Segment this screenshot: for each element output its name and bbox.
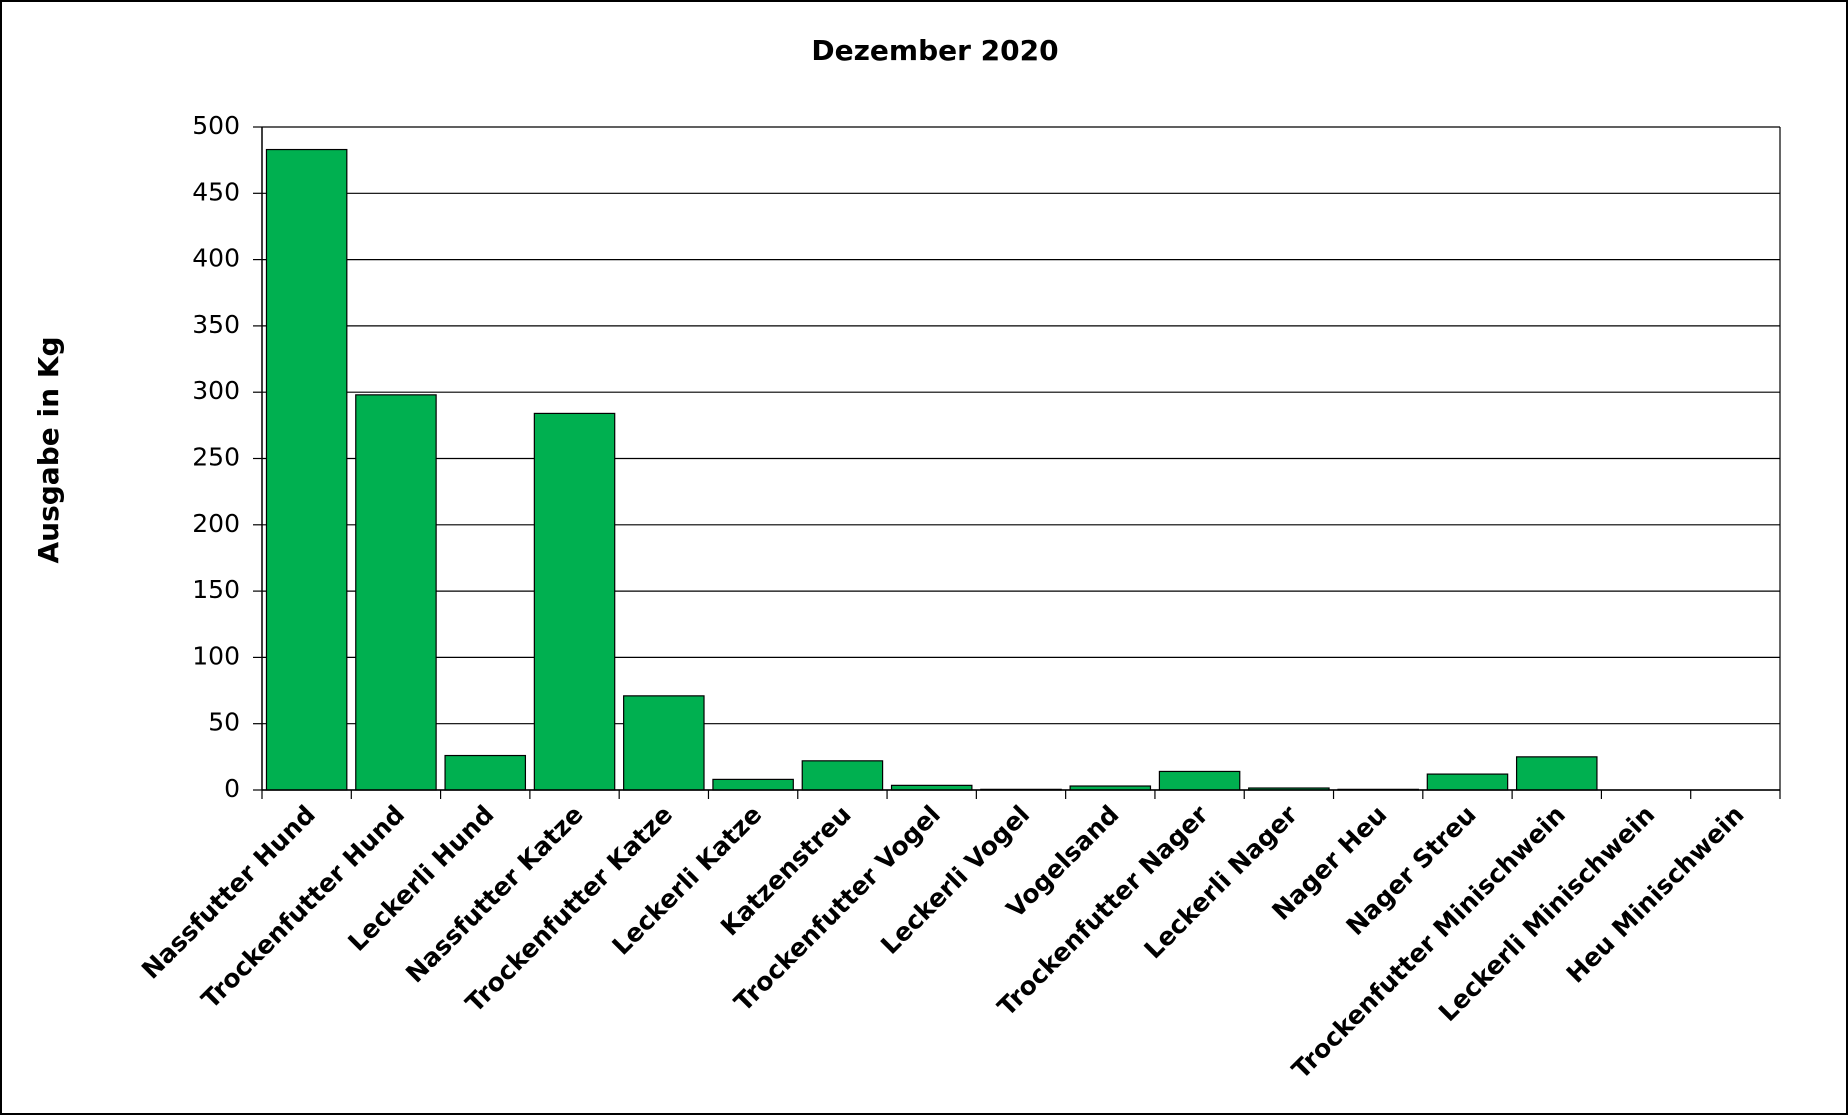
bar xyxy=(1515,756,1598,791)
bar xyxy=(1426,773,1509,791)
bar xyxy=(444,754,527,791)
y-tick-label: 400 xyxy=(192,244,240,273)
y-axis-label: Ausgabe in Kg xyxy=(32,336,65,563)
bar xyxy=(801,760,884,791)
bar xyxy=(265,148,348,791)
bar xyxy=(623,695,705,791)
y-tick-label: 0 xyxy=(224,774,240,803)
y-tick-label: 450 xyxy=(192,177,240,206)
bar xyxy=(533,412,616,791)
bar xyxy=(712,778,794,791)
y-tick-label: 500 xyxy=(192,111,240,140)
bar xyxy=(355,394,437,791)
y-tick-label: 250 xyxy=(192,443,240,472)
y-tick-label: 50 xyxy=(208,708,240,737)
chart-title: Dezember 2020 xyxy=(811,34,1058,67)
y-tick-label: 100 xyxy=(192,641,240,670)
y-tick-label: 200 xyxy=(192,509,240,538)
y-tick-label: 150 xyxy=(192,575,240,604)
y-tick-label: 300 xyxy=(192,376,240,405)
bar xyxy=(1158,770,1241,791)
y-tick-label: 350 xyxy=(192,310,240,339)
